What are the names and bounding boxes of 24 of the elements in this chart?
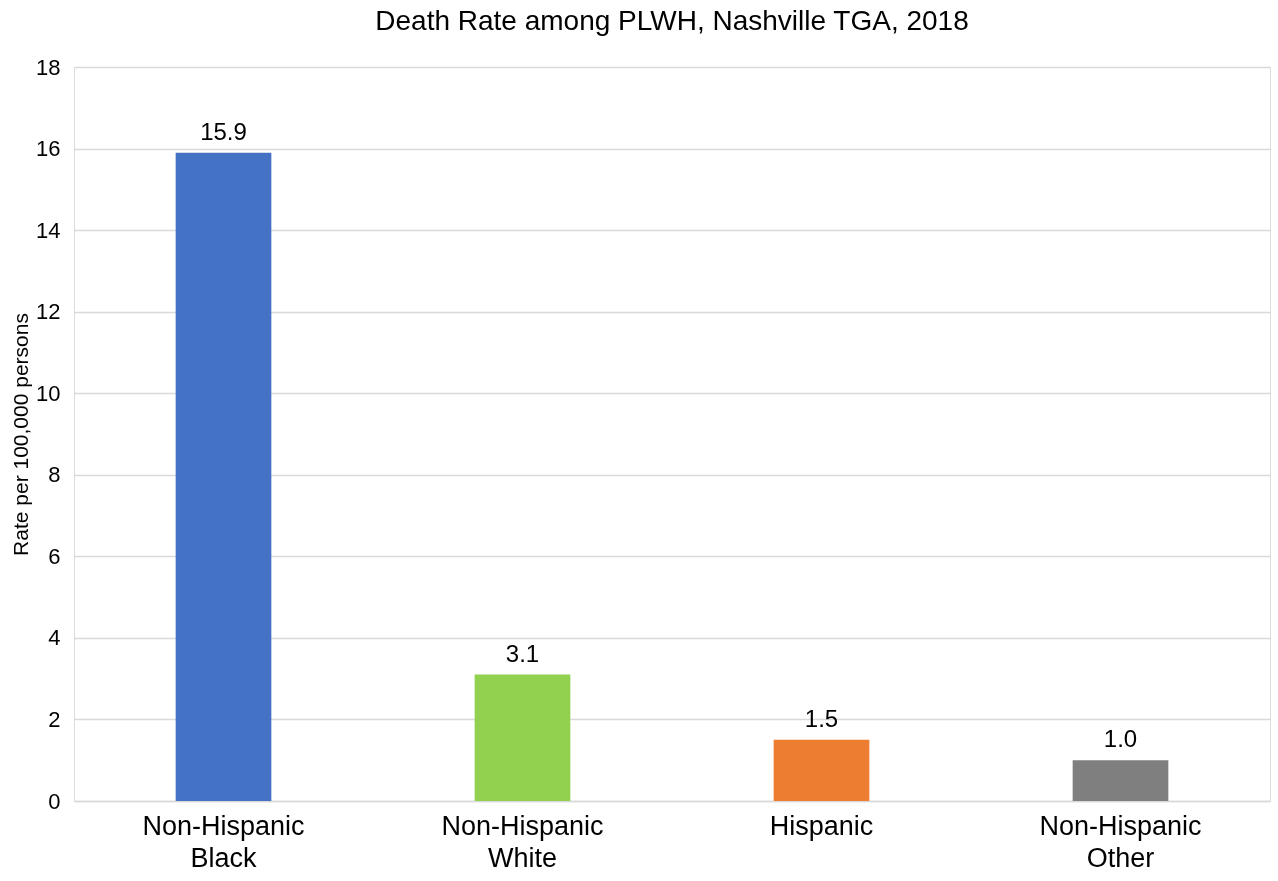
data-label: 3.1 [505,639,540,667]
y-axis-title: Rate per 100,000 persons [9,313,33,556]
bar [773,739,870,801]
bar [175,152,272,801]
y-tick-label: 12 [36,299,61,325]
bar [474,674,571,801]
y-tick-label: 18 [36,54,61,80]
x-tick-label: Non-Hispanic Other [1039,810,1202,873]
data-label: 15.9 [200,117,247,145]
data-label: 1.0 [1103,725,1138,753]
y-tick-label: 4 [48,625,61,651]
x-tick-label: Non-Hispanic White [441,810,604,873]
y-tick-label: 14 [36,217,61,243]
y-tick-label: 0 [48,788,61,814]
data-label: 1.5 [804,704,839,732]
y-tick-label: 10 [36,380,61,406]
y-tick-label: 2 [48,706,61,732]
x-tick-label: Hispanic [769,810,874,841]
y-tick-label: 6 [48,543,61,569]
y-tick-label: 16 [36,136,61,162]
y-tick-label: 8 [48,462,61,488]
x-tick-label: Non-Hispanic Black [142,810,305,873]
chart-title: Death Rate among PLWH, Nashville TGA, 2018 [375,5,969,36]
bar [1072,760,1169,801]
